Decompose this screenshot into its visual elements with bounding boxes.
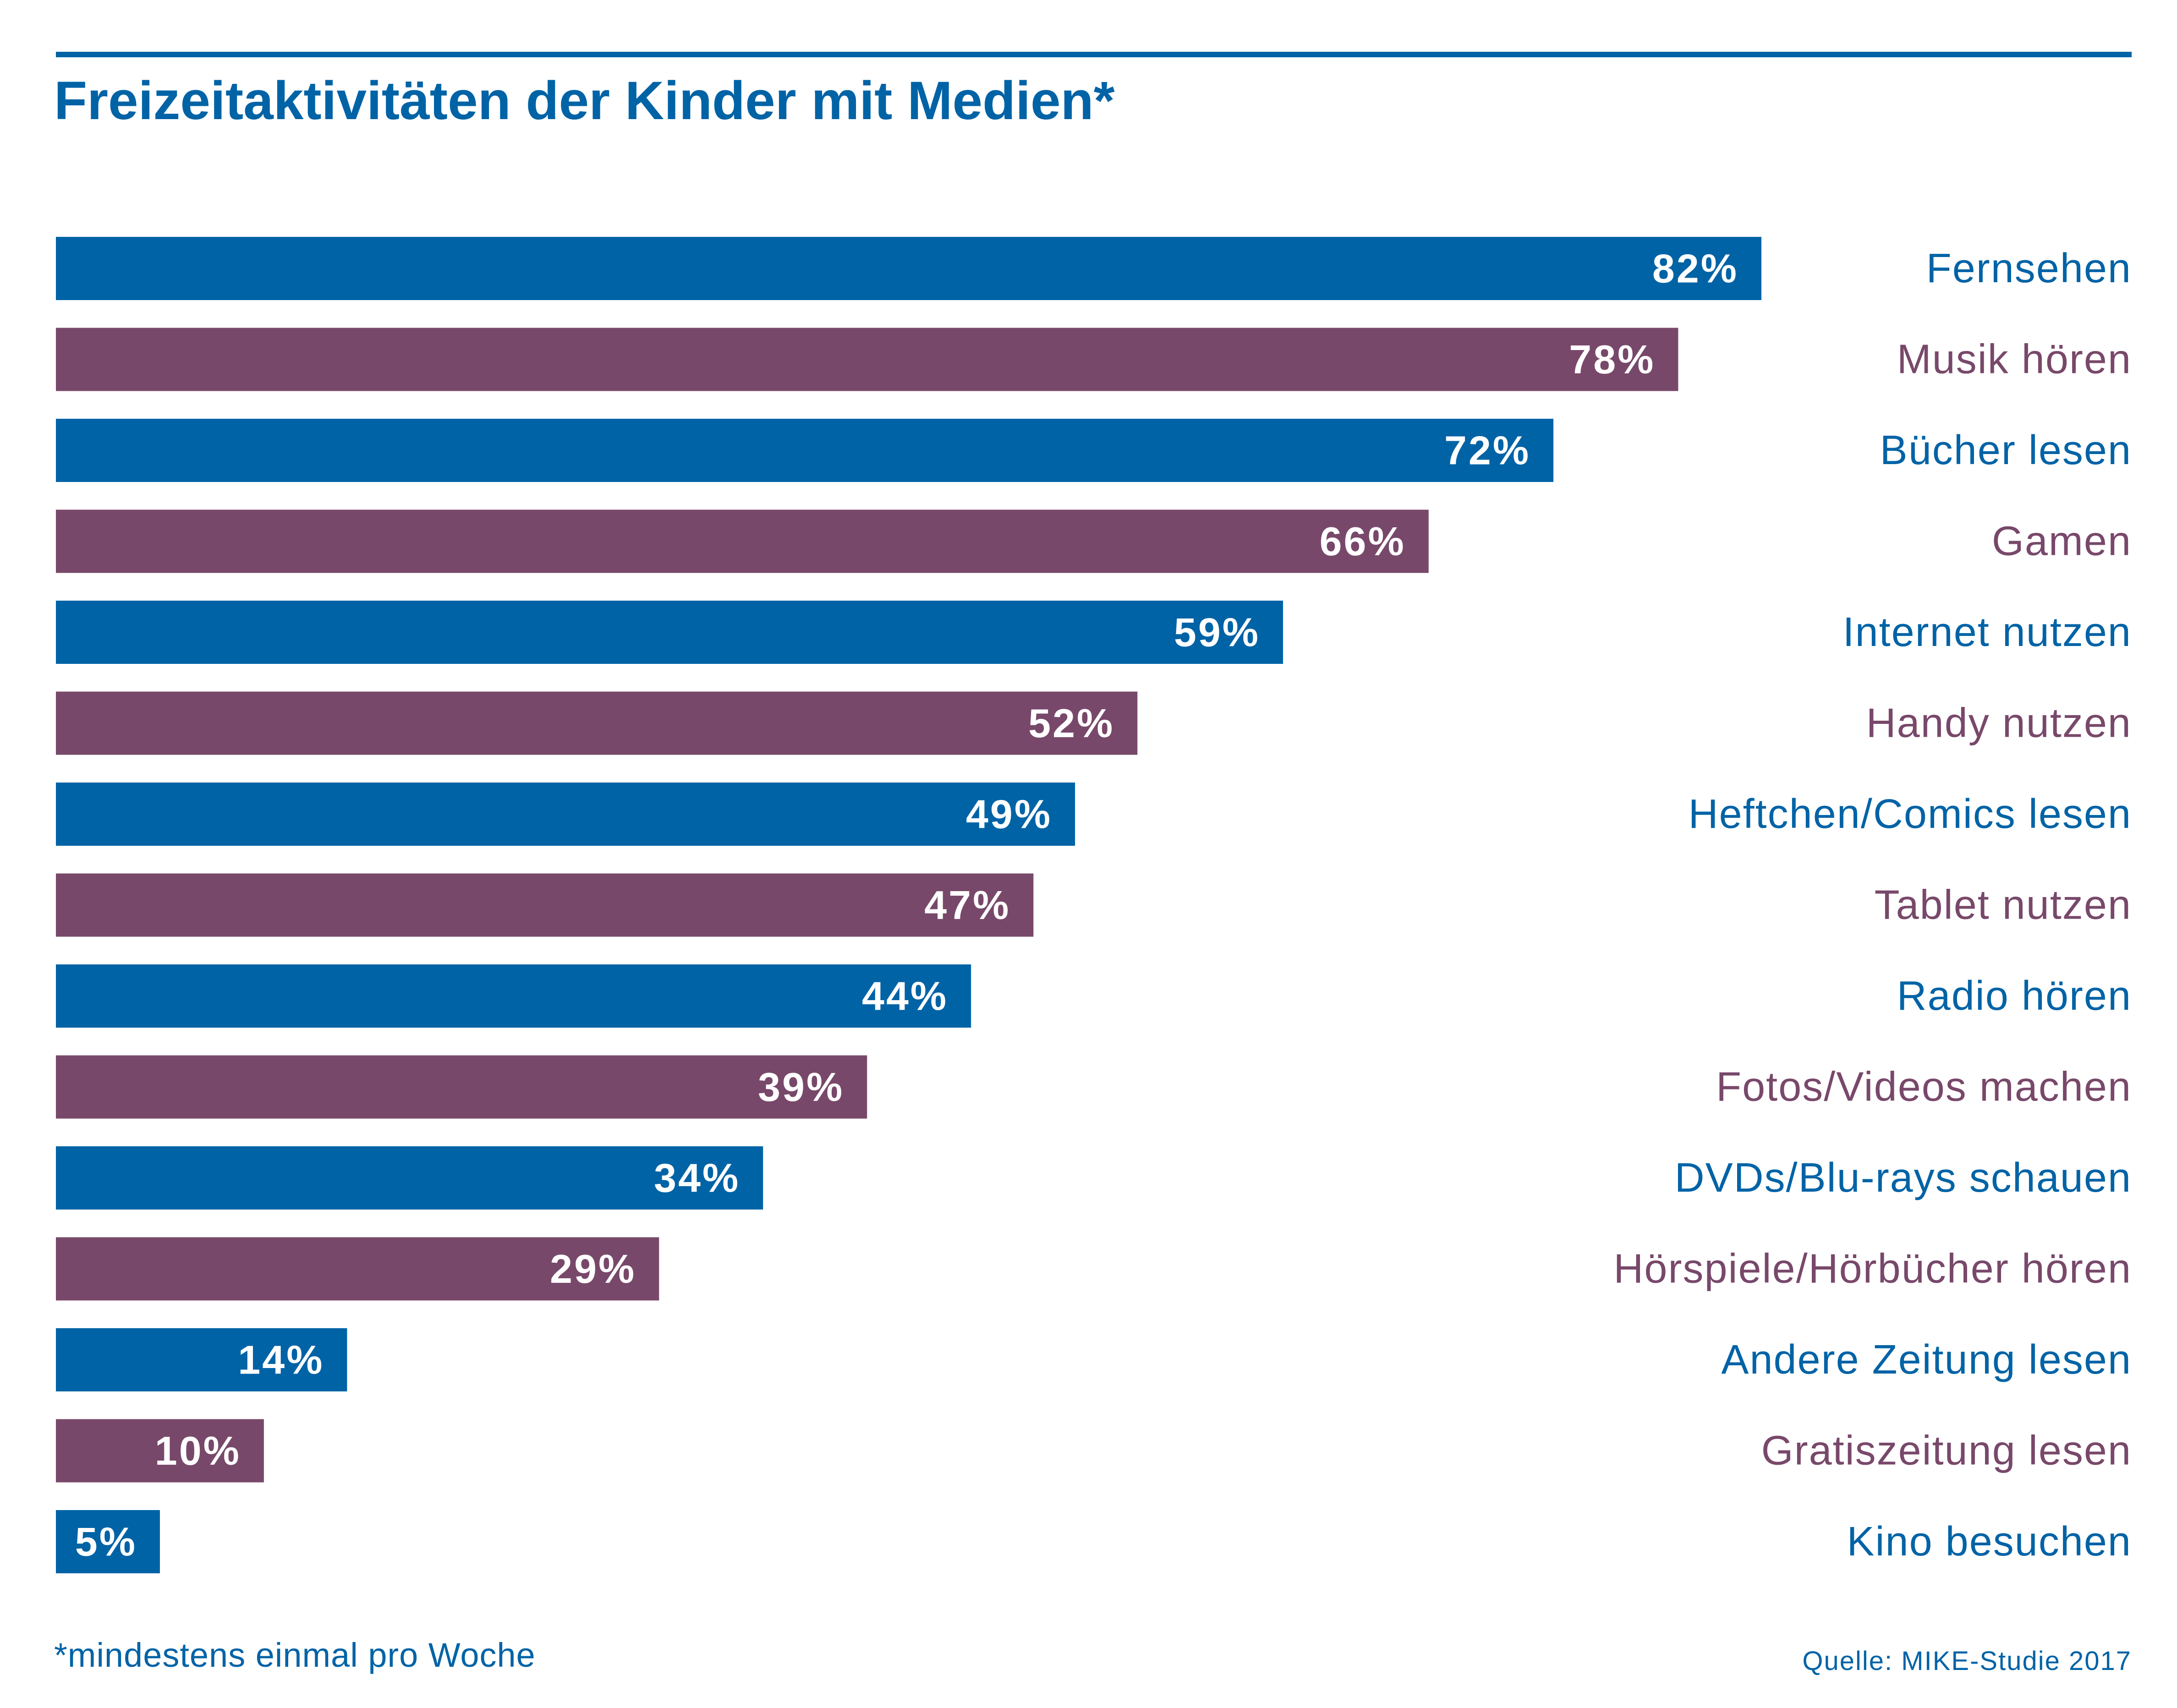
bar-5 xyxy=(56,601,1283,664)
bar-9 xyxy=(56,964,971,1028)
bar-3 xyxy=(56,419,1554,482)
category-label: Internet nutzen xyxy=(1843,609,2132,655)
category-label: Tablet nutzen xyxy=(1875,882,2132,928)
source-note: Quelle: MIKE-Studie 2017 xyxy=(1802,1646,2132,1676)
bar-value-label: 66% xyxy=(1320,519,1406,564)
category-label: Andere Zeitung lesen xyxy=(1721,1337,2132,1383)
bar-value-label: 49% xyxy=(966,792,1052,837)
footnote: *mindestens einmal pro Woche xyxy=(54,1636,536,1674)
bar-15 xyxy=(56,1510,160,1573)
bar-value-label: 82% xyxy=(1652,246,1738,291)
bar-10 xyxy=(56,1055,867,1119)
category-label: Gamen xyxy=(1992,519,2132,564)
bar-value-label: 39% xyxy=(758,1064,844,1110)
bar-value-label: 34% xyxy=(654,1155,740,1201)
category-label: Heftchen/Comics lesen xyxy=(1689,791,2132,837)
bar-8 xyxy=(56,873,1034,937)
bar-6 xyxy=(56,691,1138,755)
bar-12 xyxy=(56,1237,659,1301)
category-label: DVDs/Blu-rays schauen xyxy=(1675,1155,2132,1201)
category-label: Musik hören xyxy=(1897,337,2132,383)
bar-value-label: 52% xyxy=(1028,701,1114,746)
bar-7 xyxy=(56,783,1075,846)
bar-1 xyxy=(56,237,1761,300)
category-label: Fernsehen xyxy=(1926,246,2132,291)
top-rule xyxy=(56,52,2132,57)
bar-value-label: 78% xyxy=(1569,337,1655,382)
bar-14 xyxy=(56,1419,264,1483)
bar-value-label: 44% xyxy=(862,974,948,1019)
category-label: Bücher lesen xyxy=(1880,427,2132,473)
bar-value-label: 47% xyxy=(924,882,1010,928)
bar-11 xyxy=(56,1146,763,1210)
category-label: Hörspiele/Hörbücher hören xyxy=(1613,1246,2132,1292)
category-label: Kino besuchen xyxy=(1847,1519,2132,1565)
category-label: Handy nutzen xyxy=(1866,701,2132,746)
bar-value-label: 10% xyxy=(155,1428,241,1473)
category-label: Gratiszeitung lesen xyxy=(1761,1428,2132,1474)
category-label: Fotos/Videos machen xyxy=(1716,1064,2132,1110)
bar-value-label: 29% xyxy=(550,1246,636,1292)
bar-value-label: 72% xyxy=(1444,428,1530,473)
bar-2 xyxy=(56,328,1678,391)
bar-13 xyxy=(56,1328,347,1391)
bar-4 xyxy=(56,509,1429,573)
chart-title: Freizeitaktivitäten der Kinder mit Medie… xyxy=(54,71,1115,131)
bar-value-label: 14% xyxy=(238,1337,324,1383)
bar-value-label: 59% xyxy=(1174,610,1260,655)
bar-value-label: 5% xyxy=(75,1519,137,1565)
category-label: Radio hören xyxy=(1897,973,2132,1019)
